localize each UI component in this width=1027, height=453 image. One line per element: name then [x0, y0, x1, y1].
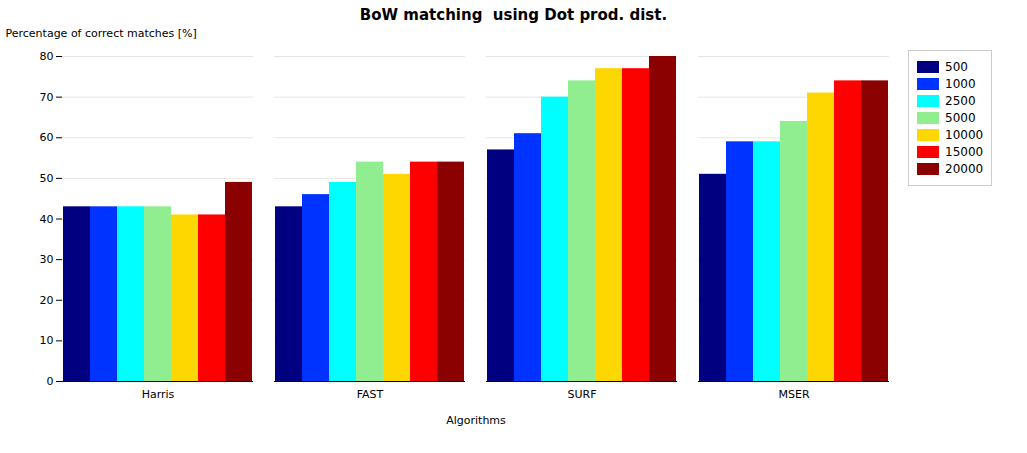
html-text:500: 500	[945, 60, 968, 74]
svg-text:20: 20	[40, 294, 54, 307]
html-text:1000: 1000	[945, 77, 976, 91]
svg-text:Harris: Harris	[142, 388, 175, 401]
svg-text:30: 30	[40, 253, 54, 266]
svg-text:10: 10	[40, 334, 54, 347]
svg-text:Algorithms: Algorithms	[446, 414, 506, 427]
svg-text:80: 80	[40, 50, 54, 63]
svg-text:70: 70	[40, 91, 54, 104]
html-text:2500: 2500	[945, 94, 976, 108]
html-text:5000: 5000	[945, 111, 976, 125]
svg-text:FAST: FAST	[357, 388, 384, 401]
html-text:15000: 15000	[945, 145, 984, 159]
svg-text:60: 60	[40, 131, 54, 144]
html-text:10000: 10000	[945, 128, 984, 142]
svg-text:0: 0	[47, 375, 54, 388]
html-text:BoW matching using Dot prod. d: BoW matching using Dot prod. dist.	[359, 6, 668, 24]
svg-text:MSER: MSER	[778, 388, 809, 401]
svg-text:SURF: SURF	[567, 388, 596, 401]
html-text:20000: 20000	[945, 162, 984, 176]
svg-text:Percentage of correct matches: Percentage of correct matches [%]	[6, 27, 197, 40]
svg-text:50: 50	[40, 172, 54, 185]
svg-text:40: 40	[40, 213, 54, 226]
